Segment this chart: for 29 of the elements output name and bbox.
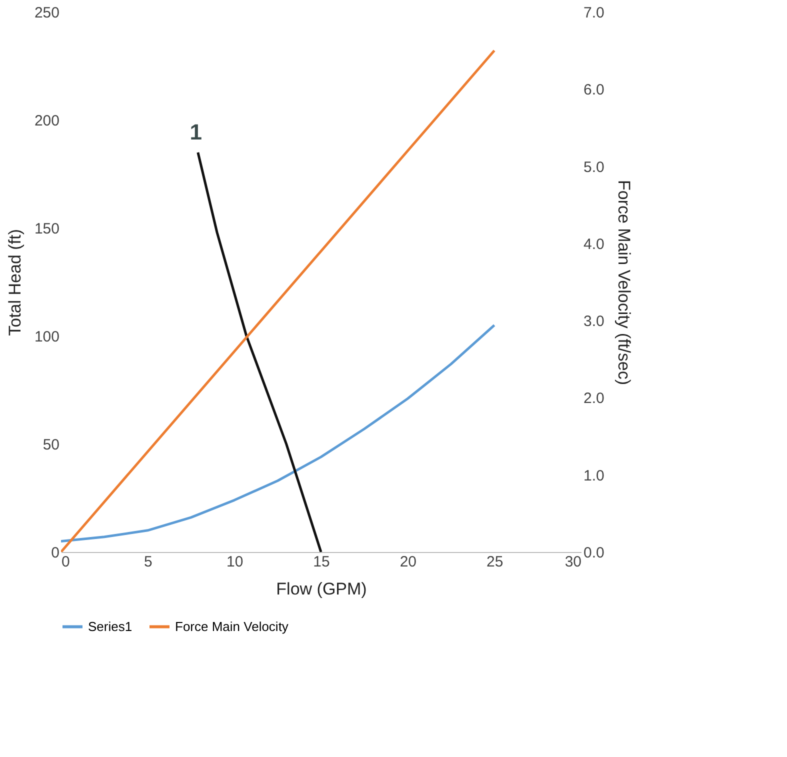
line-series xyxy=(61,49,496,552)
x-tick-label: 15 xyxy=(313,554,330,570)
y2-tick-label: 7.0 xyxy=(584,4,604,22)
x-tick-label: 5 xyxy=(144,554,152,570)
y-tick-label: 250 xyxy=(34,4,60,22)
y2-tick-label: 3.0 xyxy=(584,313,604,330)
x-axis-title: Flow (GPM) xyxy=(276,580,367,598)
y-tick-label: 200 xyxy=(34,112,60,130)
x-tick-label: 30 xyxy=(564,554,582,570)
y-tick-label: 150 xyxy=(34,220,60,238)
y-tick-label: 100 xyxy=(34,328,60,346)
x-tick-label: 25 xyxy=(486,554,504,570)
y2-tick-label: 5.0 xyxy=(584,158,604,176)
y2-tick-label: 6.0 xyxy=(584,82,604,99)
y2-tick-label: 2.0 xyxy=(584,390,604,408)
annotation: 1 xyxy=(190,119,202,144)
y-axis-title: Total Head (ft) xyxy=(5,229,24,336)
x-tick-label: 0 xyxy=(62,554,70,570)
legend-label: Series1 xyxy=(88,618,132,634)
line-series xyxy=(61,324,496,542)
y2-tick-label: 1.0 xyxy=(584,467,604,484)
y2-tick-label: 4.0 xyxy=(584,236,604,253)
y-tick-label: 50 xyxy=(42,436,60,454)
y2-tick-label: 0.0 xyxy=(584,544,604,562)
x-tick-label: 10 xyxy=(226,554,244,570)
line-series xyxy=(196,151,322,552)
x-tick-label: 20 xyxy=(400,554,417,570)
legend-label: Force Main Velocity xyxy=(175,618,289,634)
y2-axis-title: Force Main Velocity (ft/sec) xyxy=(614,180,634,386)
